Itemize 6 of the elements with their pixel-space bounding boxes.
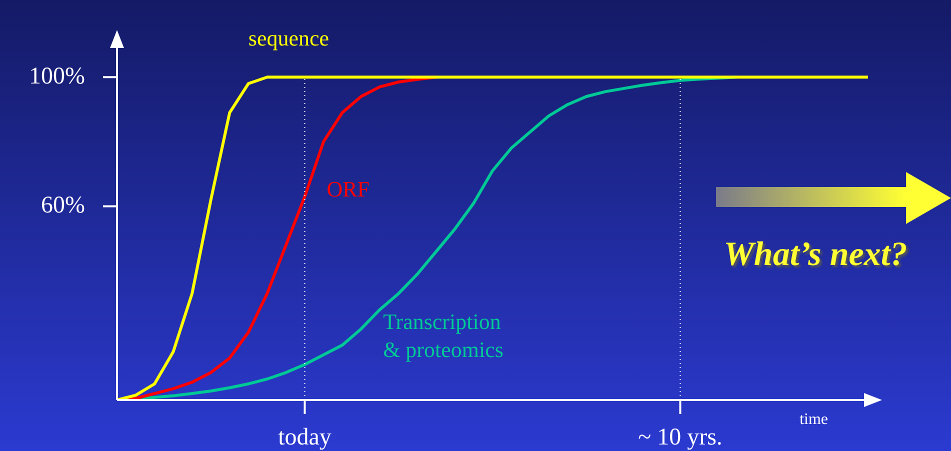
x-axis-title: time <box>800 411 828 428</box>
x-tick-label: ~ 10 yrs. <box>638 424 722 451</box>
y-tick-label: 100% <box>29 63 85 90</box>
x-tick-label: today <box>278 424 332 451</box>
y-tick-label: 60% <box>41 192 85 219</box>
series-label: sequence <box>248 26 330 51</box>
